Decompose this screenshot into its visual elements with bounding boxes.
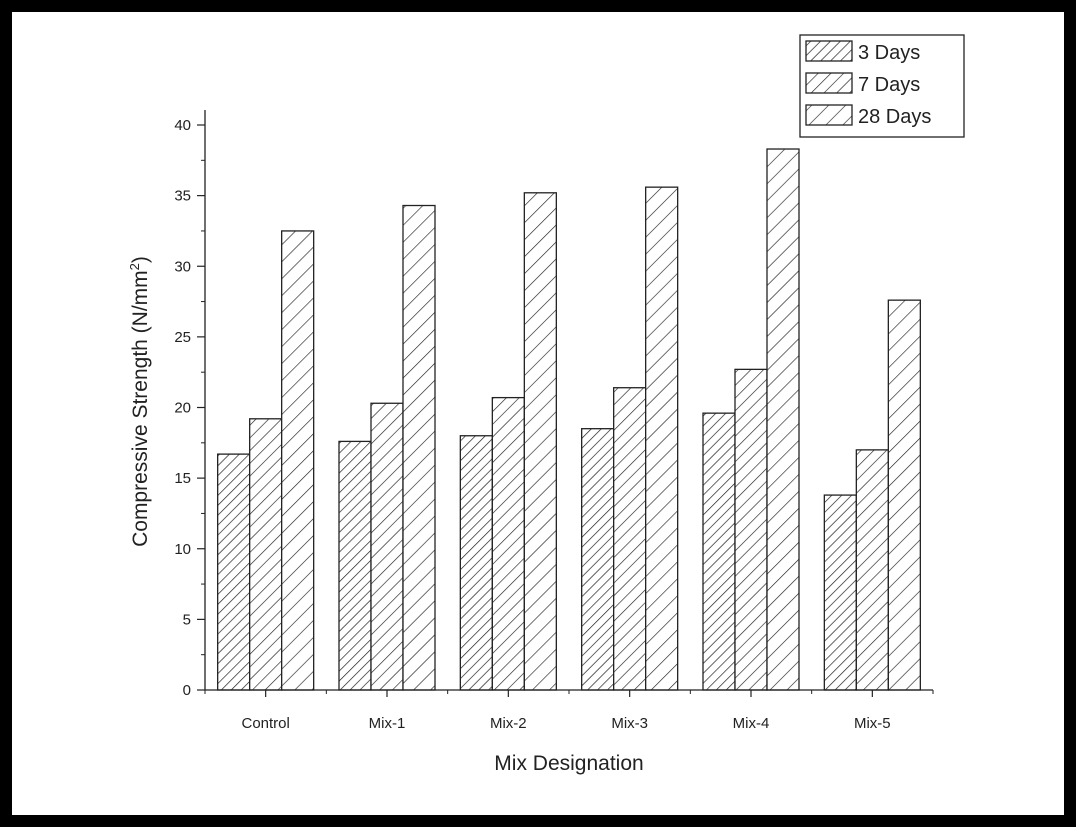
y-tick-label-10: 10: [174, 541, 191, 558]
y-axis-title-superscript: 2: [127, 263, 142, 270]
y-axis-title-main: Compressive Strength (N/mm: [129, 270, 152, 547]
bar-mix-4-3-days: [702, 412, 736, 691]
bar-mix-5-7-days: [855, 449, 889, 691]
x-tick-label-mix-5: Mix-5: [854, 715, 891, 732]
y-tick-label-15: 15: [174, 470, 191, 487]
x-tick-label-control: Control: [241, 715, 289, 732]
bar-mix-1-3-days: [338, 440, 372, 691]
bar-mix-2-3-days: [459, 435, 493, 691]
y-tick-label-0: 0: [183, 682, 191, 699]
bar-mix-1-7-days: [370, 402, 404, 691]
bar-mix-5-3-days: [823, 494, 857, 691]
y-tick-label-30: 30: [174, 258, 191, 275]
y-tick-label-35: 35: [174, 188, 191, 205]
bar-mix-2-7-days: [491, 396, 525, 691]
bar-control-3-days: [217, 453, 251, 691]
bar-mix-5-28-days: [887, 299, 921, 691]
legend-label-7-days: 7 Days: [858, 74, 920, 96]
bar-mix-3-28-days: [645, 186, 679, 691]
x-tick-label-mix-3: Mix-3: [611, 715, 648, 732]
bar-mix-2-28-days: [523, 192, 557, 691]
bar-mix-4-28-days: [766, 148, 800, 691]
legend-label-3-days: 3 Days: [858, 42, 920, 64]
x-tick-label-mix-2: Mix-2: [490, 715, 527, 732]
x-tick-label-mix-1: Mix-1: [369, 715, 406, 732]
y-tick-label-5: 5: [183, 611, 191, 628]
y-axis-title: Compressive Strength (N/mm2): [127, 256, 152, 547]
bar-mix-3-7-days: [613, 387, 647, 691]
axes-layer: [197, 110, 934, 697]
bar-mix-1-28-days: [402, 204, 436, 691]
legend-swatch-3-days: [805, 40, 853, 62]
y-tick-label-40: 40: [174, 117, 191, 134]
bars-layer: [217, 148, 921, 691]
y-tick-label-20: 20: [174, 400, 191, 417]
x-axis-title: Mix Designation: [494, 752, 643, 775]
bar-control-28-days: [281, 230, 315, 691]
bar-control-7-days: [249, 418, 283, 691]
legend-swatch-28-days: [805, 104, 853, 126]
bar-mix-4-7-days: [734, 368, 768, 691]
legend-swatch-7-days: [805, 72, 853, 94]
labels-layer: 0 5 10 15 20 25 30 35 40 Control Mix-1 Mix-2 Mix-3 Mi…: [174, 117, 890, 732]
x-tick-label-mix-4: Mix-4: [733, 715, 770, 732]
bar-mix-3-3-days: [581, 428, 615, 691]
y-tick-label-25: 25: [174, 329, 191, 346]
y-axis-title-suffix: ): [129, 256, 152, 263]
legend: 3 Days 7 Days 28 Days: [799, 34, 965, 138]
legend-label-28-days: 28 Days: [858, 106, 931, 128]
